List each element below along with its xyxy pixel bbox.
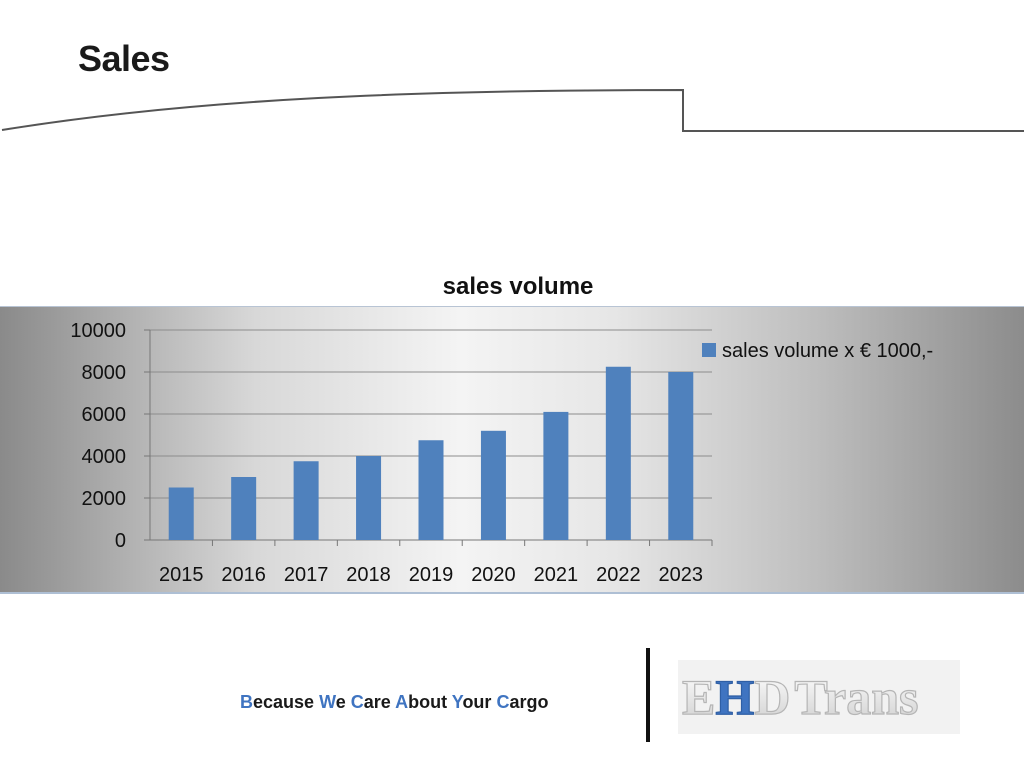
tagline-initial: W bbox=[319, 692, 336, 712]
bar-2016 bbox=[231, 477, 257, 540]
y-tick-label: 8000 bbox=[82, 362, 127, 384]
x-tick-label: 2021 bbox=[534, 564, 579, 586]
tagline-text: e bbox=[335, 692, 351, 712]
chart-background-panel bbox=[0, 306, 1024, 594]
page-title: Sales bbox=[78, 38, 170, 79]
chart-title: sales volume bbox=[442, 273, 594, 300]
x-tick-label: 2016 bbox=[221, 564, 266, 586]
bar-2020 bbox=[480, 430, 506, 540]
bar-2017 bbox=[293, 461, 319, 540]
tagline-initial: C bbox=[496, 692, 510, 712]
header-divider-line bbox=[1, 88, 1024, 132]
company-logo: EHDTrans bbox=[678, 660, 960, 734]
tagline-text: our bbox=[462, 692, 497, 712]
y-tick-label: 2000 bbox=[82, 488, 127, 510]
tagline-initial: C bbox=[350, 692, 364, 712]
tagline-initial: Y bbox=[451, 692, 463, 712]
x-tick-label: 2020 bbox=[471, 564, 516, 586]
tagline-initial: A bbox=[395, 692, 409, 712]
x-tick-label: 2019 bbox=[409, 564, 454, 586]
tagline-initial: B bbox=[240, 692, 253, 712]
footer-divider bbox=[646, 648, 650, 742]
svg-text:EHDTrans: EHDTrans bbox=[682, 669, 918, 725]
legend-swatch bbox=[702, 343, 716, 357]
sales-bar-chart: 0 2000 4000 6000 8000 10000 2015 2016 2017 2018 20… bbox=[70, 320, 933, 586]
tagline: Because We Care About Your Cargo bbox=[240, 692, 548, 713]
bar-2022 bbox=[605, 366, 631, 540]
bar-2015 bbox=[168, 487, 194, 540]
legend-label: sales volume x € 1000,- bbox=[722, 340, 933, 362]
x-tick-label: 2015 bbox=[159, 564, 204, 586]
bar-2019 bbox=[418, 440, 444, 540]
x-tick-label: 2023 bbox=[659, 564, 704, 586]
bar-2021 bbox=[543, 411, 569, 540]
bar-2018 bbox=[356, 456, 382, 540]
x-tick-label: 2017 bbox=[284, 564, 329, 586]
x-tick-label: 2022 bbox=[596, 564, 641, 586]
tagline-text: argo bbox=[509, 692, 549, 712]
tagline-text: bout bbox=[408, 692, 452, 712]
tagline-text: are bbox=[363, 692, 396, 712]
y-tick-label: 0 bbox=[115, 530, 126, 552]
y-tick-label: 10000 bbox=[70, 320, 126, 342]
x-tick-label: 2018 bbox=[346, 564, 391, 586]
y-tick-label: 4000 bbox=[82, 446, 127, 468]
bar-2023 bbox=[668, 372, 694, 540]
y-tick-label: 6000 bbox=[82, 404, 127, 426]
tagline-text: ecause bbox=[253, 692, 320, 712]
